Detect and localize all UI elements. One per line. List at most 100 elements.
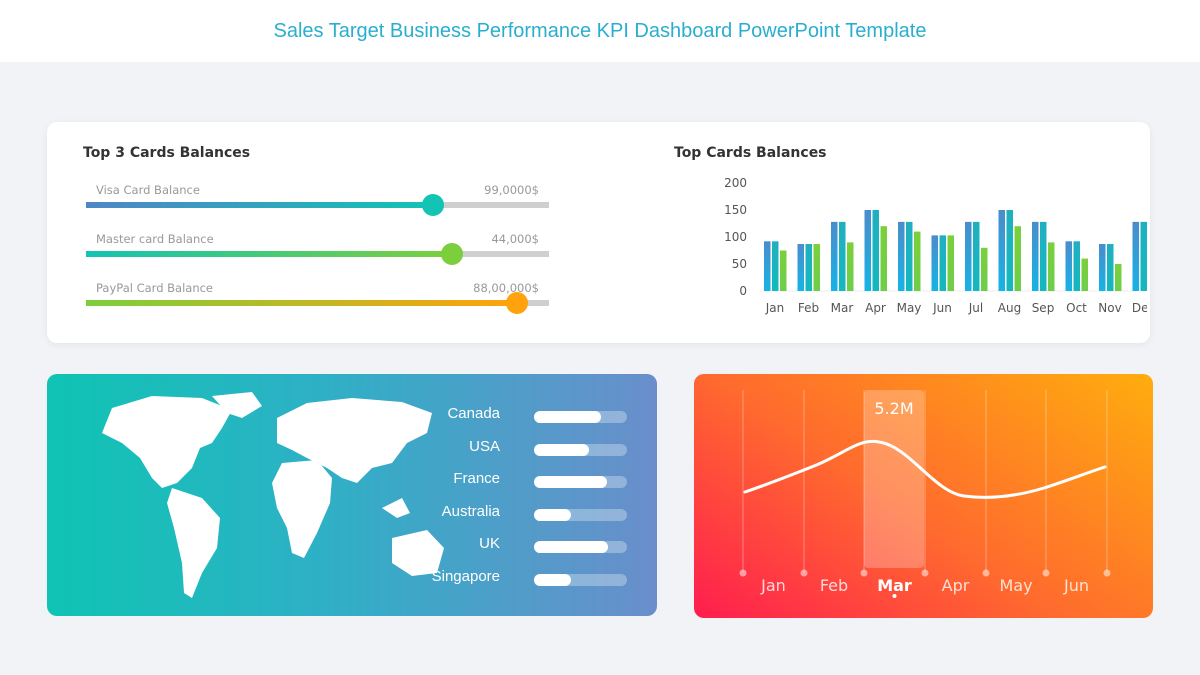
country-name: Singapore	[431, 567, 500, 585]
highlight-value: 5.2M	[874, 399, 913, 418]
selected-indicator	[892, 594, 897, 598]
country-row: France	[427, 470, 627, 488]
bar	[772, 241, 779, 291]
country-row: Singapore	[427, 568, 627, 586]
country-name: UK	[479, 535, 500, 552]
bar	[813, 244, 820, 291]
bar	[947, 235, 954, 291]
balance-label: Master card Balance	[96, 232, 214, 246]
x-tick-label[interactable]: Jan	[760, 576, 786, 595]
slider-track[interactable]	[86, 194, 549, 216]
bar	[898, 221, 905, 291]
country-bar-track	[534, 443, 627, 456]
x-tick-label: Aug	[998, 301, 1021, 315]
bar	[1048, 242, 1055, 291]
x-tick-label: Dec	[1132, 301, 1147, 315]
country-row: Australia	[427, 503, 627, 521]
grid-dot	[860, 569, 868, 577]
y-tick-label: 100	[724, 230, 747, 244]
bar	[805, 244, 812, 291]
country-bar-fill	[534, 411, 601, 423]
x-tick-label: Feb	[798, 301, 819, 315]
bar	[1140, 221, 1147, 291]
x-tick-label[interactable]: Feb	[820, 576, 848, 595]
country-bar-track	[534, 541, 627, 553]
y-tick-label: 50	[732, 257, 747, 271]
bar	[839, 221, 846, 291]
balance-label: Visa Card Balance	[96, 183, 200, 197]
grid-dot	[921, 569, 929, 577]
country-row: Canada	[427, 405, 627, 423]
slider-knob[interactable]	[505, 292, 528, 314]
x-tick-label[interactable]: Jun	[1063, 576, 1089, 595]
bar	[965, 221, 972, 291]
line-series	[743, 439, 1107, 499]
bar	[1099, 244, 1106, 291]
country-name: USA	[469, 437, 500, 455]
grid-dot	[1103, 569, 1111, 577]
country-bar-fill	[534, 508, 572, 521]
balance-label: PayPal Card Balance	[96, 281, 214, 295]
slider-track[interactable]	[86, 292, 549, 314]
y-tick-label: 0	[739, 284, 747, 298]
country-bar-track	[534, 508, 627, 521]
country-bar-fill	[534, 573, 572, 586]
bar-chart-title: Top Cards Balances	[674, 145, 827, 161]
country-bar-fill	[534, 476, 608, 488]
x-tick-label: Jul	[968, 301, 983, 315]
x-tick-label: Jan	[765, 301, 785, 315]
bar	[872, 210, 879, 291]
bar	[1065, 241, 1072, 291]
bar	[780, 250, 787, 291]
bar	[1081, 258, 1088, 291]
bar	[998, 210, 1005, 291]
balance-value: 44,000$	[491, 232, 539, 246]
x-tick-label: Nov	[1098, 301, 1121, 315]
bar	[797, 244, 804, 291]
slider-fill	[86, 300, 517, 306]
bar	[939, 235, 946, 291]
bar	[906, 221, 913, 291]
bar	[1115, 264, 1122, 291]
slider-knob[interactable]	[440, 243, 463, 265]
slider-knob[interactable]	[422, 194, 445, 216]
bar	[880, 226, 887, 291]
bar	[1014, 226, 1021, 291]
bar	[1107, 244, 1114, 291]
bar	[914, 231, 921, 291]
x-tick-label[interactable]: May	[999, 576, 1032, 595]
bar	[931, 235, 938, 291]
balances-card: Top 3 Cards Balances Visa Card Balance 9…	[47, 122, 1150, 343]
bar	[1032, 221, 1039, 291]
bar	[1073, 241, 1080, 291]
page-title: Sales Target Business Performance KPI Da…	[273, 19, 927, 42]
x-tick-label[interactable]: Mar	[877, 576, 912, 595]
bar	[864, 210, 871, 291]
y-tick-label: 200	[724, 176, 747, 190]
bar	[847, 242, 854, 291]
y-tick-label: 150	[724, 203, 747, 217]
grid-dot	[982, 569, 990, 577]
grid-dot	[739, 569, 747, 577]
country-bar-track	[534, 573, 627, 586]
x-tick-label: Jun	[932, 301, 952, 315]
x-tick-label[interactable]: Apr	[942, 576, 970, 595]
country-name: France	[453, 470, 500, 487]
x-tick-label: Apr	[865, 301, 886, 315]
balance-value: 88,00,000$	[473, 281, 539, 295]
bar	[1006, 210, 1013, 291]
slider-fill	[86, 251, 452, 257]
world-map-icon	[102, 392, 444, 598]
slider-track[interactable]	[86, 243, 549, 265]
country-bar-fill	[534, 443, 589, 456]
balances-title: Top 3 Cards Balances	[83, 145, 251, 161]
x-tick-label: Mar	[831, 301, 854, 315]
country-row: UK	[427, 535, 627, 553]
highlight-band	[864, 390, 924, 568]
slider-fill	[86, 202, 434, 208]
bar	[981, 247, 988, 291]
bar	[1132, 221, 1139, 291]
country-row: USA	[427, 438, 627, 456]
header: Sales Target Business Performance KPI Da…	[0, 0, 1200, 62]
bar	[973, 221, 980, 291]
